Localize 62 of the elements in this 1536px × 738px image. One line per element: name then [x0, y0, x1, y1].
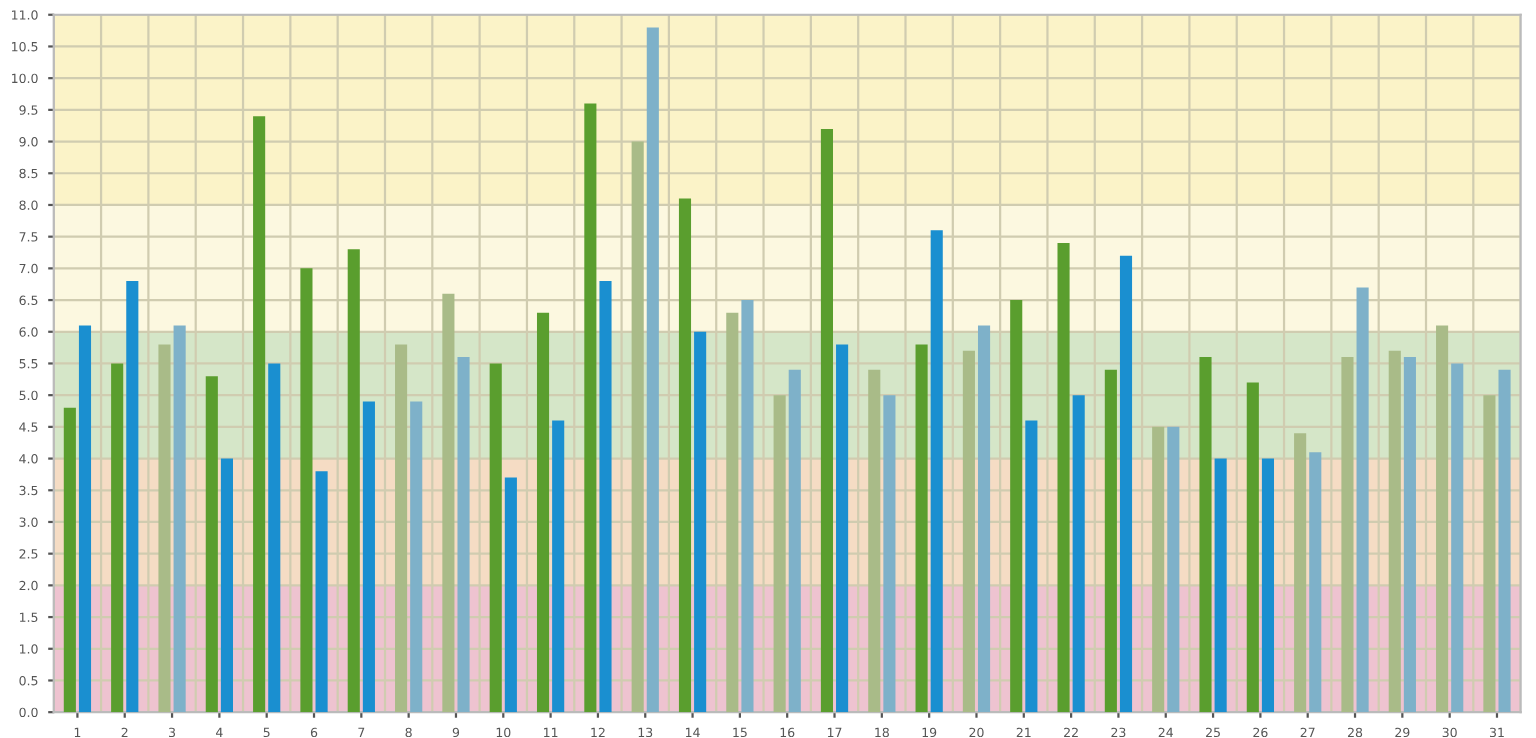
bar: [788, 369, 801, 713]
bar: [977, 325, 991, 713]
bar: [694, 331, 707, 713]
bar: [1199, 357, 1212, 713]
bar: [1356, 287, 1369, 713]
bar: [820, 128, 833, 713]
bar: [1403, 357, 1416, 713]
bar: [962, 350, 975, 713]
bar: [1388, 350, 1401, 713]
bar: [1309, 452, 1322, 713]
bar: [300, 268, 313, 713]
bar: [1152, 426, 1165, 713]
bar: [111, 363, 124, 713]
bar: [78, 325, 92, 713]
bar: [1294, 433, 1307, 713]
bar: [599, 281, 612, 713]
bar: [1072, 395, 1085, 713]
bar: [1104, 369, 1117, 713]
bar: [1214, 458, 1227, 713]
bar: [1498, 369, 1511, 713]
bar: [1246, 382, 1259, 713]
bar: [1010, 300, 1023, 713]
bar: [410, 401, 423, 713]
bar: [158, 344, 171, 713]
bar: [678, 198, 692, 713]
bar: [1119, 255, 1133, 713]
bar: [347, 249, 360, 713]
bar: [220, 458, 233, 713]
bar: [552, 420, 565, 713]
bar: [205, 376, 218, 713]
bar: [836, 344, 849, 713]
bar: [631, 141, 644, 713]
bar: [1341, 357, 1354, 713]
bar: [883, 395, 896, 713]
bar: [315, 471, 328, 713]
bar: [362, 401, 375, 713]
bar: [915, 344, 928, 713]
bar: [173, 325, 186, 713]
bar: [268, 363, 281, 713]
bar: [773, 395, 786, 713]
bar: [395, 344, 408, 713]
bar: [930, 230, 943, 713]
bar: [1261, 458, 1275, 713]
bar: [1025, 420, 1038, 713]
bar: [1057, 243, 1070, 713]
bar: [63, 407, 76, 713]
bar: [741, 300, 754, 713]
bar: [646, 27, 659, 713]
bar: [868, 369, 881, 713]
bar: [504, 477, 517, 713]
bar: [536, 312, 550, 713]
bar: [1436, 325, 1449, 713]
bar: [126, 281, 139, 713]
bar: [1451, 363, 1464, 713]
bar: [1483, 395, 1496, 713]
bar: [457, 357, 470, 713]
bar: [442, 293, 455, 713]
bar: [726, 312, 739, 713]
bar: [489, 363, 502, 713]
bar: [1167, 426, 1180, 713]
bar: [253, 116, 266, 713]
bar: [584, 103, 597, 713]
